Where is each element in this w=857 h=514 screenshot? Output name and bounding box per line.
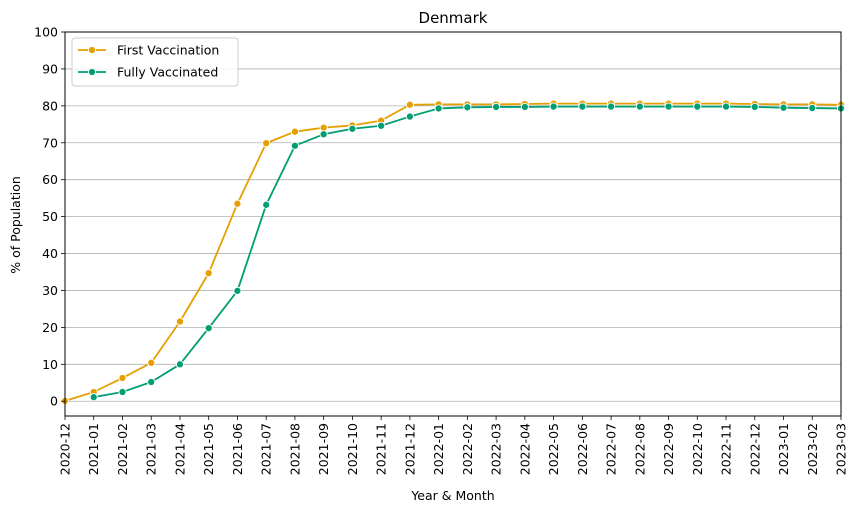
data-point-fully-vaccinated bbox=[434, 104, 443, 113]
data-point-fully-vaccinated bbox=[233, 286, 242, 295]
series-layer bbox=[60, 99, 846, 405]
y-axis-label: % of Population bbox=[8, 176, 23, 274]
x-tick-label: 2022-09 bbox=[661, 423, 676, 475]
x-tick-label: 2023-01 bbox=[776, 423, 791, 475]
chart-title: Denmark bbox=[419, 9, 488, 27]
data-point-fully-vaccinated bbox=[492, 102, 501, 112]
y-tick-label: 90 bbox=[42, 61, 58, 76]
x-axis: 2020-12 2021-01 2021-02 2021-03 2021-04 2021-… bbox=[58, 416, 849, 475]
data-point-fully-vaccinated bbox=[607, 102, 616, 111]
x-tick-label: 2021-12 bbox=[402, 423, 417, 475]
x-tick-label: 2022-12 bbox=[747, 423, 762, 475]
legend-label-fully-vaccinated: Fully Vaccinated bbox=[117, 65, 218, 80]
x-tick-label: 2021-01 bbox=[86, 423, 101, 475]
data-point-fully-vaccinated bbox=[664, 102, 673, 111]
data-point-fully-vaccinated bbox=[750, 102, 759, 112]
x-tick-label: 2022-05 bbox=[546, 423, 561, 475]
data-point-first-vaccination bbox=[175, 317, 185, 326]
data-point-fully-vaccinated bbox=[549, 102, 558, 111]
x-tick-label: 2021-09 bbox=[316, 423, 331, 475]
data-point-first-vaccination bbox=[290, 127, 299, 136]
data-point-fully-vaccinated bbox=[147, 377, 156, 387]
legend-marker-first-vaccination bbox=[87, 45, 97, 55]
data-point-fully-vaccinated bbox=[635, 102, 644, 111]
data-point-first-vaccination bbox=[319, 123, 328, 132]
x-tick-label: 2022-08 bbox=[632, 423, 647, 475]
plot-frame bbox=[64, 31, 842, 417]
x-tick-label: 2021-08 bbox=[287, 423, 302, 475]
y-tick-label: 80 bbox=[42, 98, 58, 113]
x-tick-label: 2021-06 bbox=[230, 423, 245, 475]
y-axis: 0 10 20 30 40 50 60 70 80 90 100 bbox=[34, 25, 65, 409]
y-tick-label: 40 bbox=[42, 246, 58, 261]
data-point-fully-vaccinated bbox=[348, 124, 357, 133]
data-point-first-vaccination bbox=[405, 100, 414, 109]
y-tick-label: 0 bbox=[50, 394, 58, 409]
legend-box bbox=[71, 37, 239, 87]
data-point-fully-vaccinated bbox=[118, 387, 127, 397]
data-point-fully-vaccinated bbox=[693, 102, 702, 111]
y-tick-label: 100 bbox=[34, 25, 58, 40]
x-tick-label: 2021-07 bbox=[259, 423, 274, 475]
x-tick-label: 2021-11 bbox=[374, 423, 389, 475]
data-point-fully-vaccinated bbox=[721, 102, 731, 111]
data-point-first-vaccination bbox=[262, 139, 271, 148]
x-tick-label: 2021-02 bbox=[115, 423, 130, 475]
legend-label-first-vaccination: First Vaccination bbox=[117, 43, 219, 58]
data-point-fully-vaccinated bbox=[262, 200, 271, 209]
data-point-first-vaccination bbox=[147, 358, 156, 367]
x-axis-label: Year & Month bbox=[410, 488, 494, 503]
legend: First Vaccination Fully Vaccinated bbox=[71, 37, 239, 87]
data-point-fully-vaccinated bbox=[290, 141, 299, 150]
data-point-fully-vaccinated bbox=[175, 360, 185, 369]
legend-marker-fully-vaccinated bbox=[87, 67, 97, 77]
y-tick-label: 50 bbox=[42, 209, 58, 224]
x-tick-label: 2023-03 bbox=[834, 423, 849, 475]
x-tick-label: 2022-10 bbox=[690, 423, 705, 475]
y-tick-label: 20 bbox=[42, 320, 58, 335]
x-tick-label: 2021-03 bbox=[144, 423, 159, 475]
y-tick-label: 10 bbox=[42, 357, 58, 372]
x-tick-label: 2023-02 bbox=[805, 423, 820, 475]
x-tick-label: 2022-02 bbox=[460, 423, 475, 475]
series-line-fully-vaccinated bbox=[93, 105, 842, 399]
data-point-fully-vaccinated bbox=[405, 112, 414, 121]
data-point-fully-vaccinated bbox=[808, 104, 817, 113]
x-tick-label: 2022-11 bbox=[719, 423, 734, 475]
x-tick-label: 2022-03 bbox=[489, 423, 504, 475]
y-tick-label: 60 bbox=[42, 172, 58, 187]
series-first-vaccination bbox=[60, 99, 846, 405]
gridlines bbox=[65, 31, 841, 402]
data-point-fully-vaccinated bbox=[204, 324, 213, 333]
data-point-fully-vaccinated bbox=[520, 102, 529, 112]
x-tick-label: 2021-04 bbox=[172, 423, 187, 475]
data-point-first-vaccination bbox=[233, 199, 242, 208]
x-tick-label: 2021-10 bbox=[345, 423, 360, 475]
data-point-fully-vaccinated bbox=[578, 102, 587, 111]
x-tick-label: 2021-05 bbox=[201, 423, 216, 475]
data-point-fully-vaccinated bbox=[463, 103, 472, 112]
series-fully-vaccinated bbox=[89, 102, 846, 402]
data-point-fully-vaccinated bbox=[377, 121, 386, 130]
data-point-first-vaccination bbox=[204, 269, 213, 278]
x-tick-label: 2022-04 bbox=[517, 423, 532, 475]
series-line-first-vaccination bbox=[64, 102, 842, 402]
data-point-fully-vaccinated bbox=[319, 130, 328, 139]
x-tick-label: 2020-12 bbox=[58, 423, 73, 475]
y-tick-label: 70 bbox=[42, 135, 58, 150]
data-point-fully-vaccinated bbox=[779, 103, 788, 112]
data-point-first-vaccination bbox=[118, 373, 127, 383]
y-tick-label: 30 bbox=[42, 283, 58, 298]
data-point-fully-vaccinated bbox=[89, 393, 98, 402]
x-tick-label: 2022-06 bbox=[575, 423, 590, 475]
x-tick-label: 2022-01 bbox=[431, 423, 446, 475]
x-tick-label: 2022-07 bbox=[604, 423, 619, 475]
